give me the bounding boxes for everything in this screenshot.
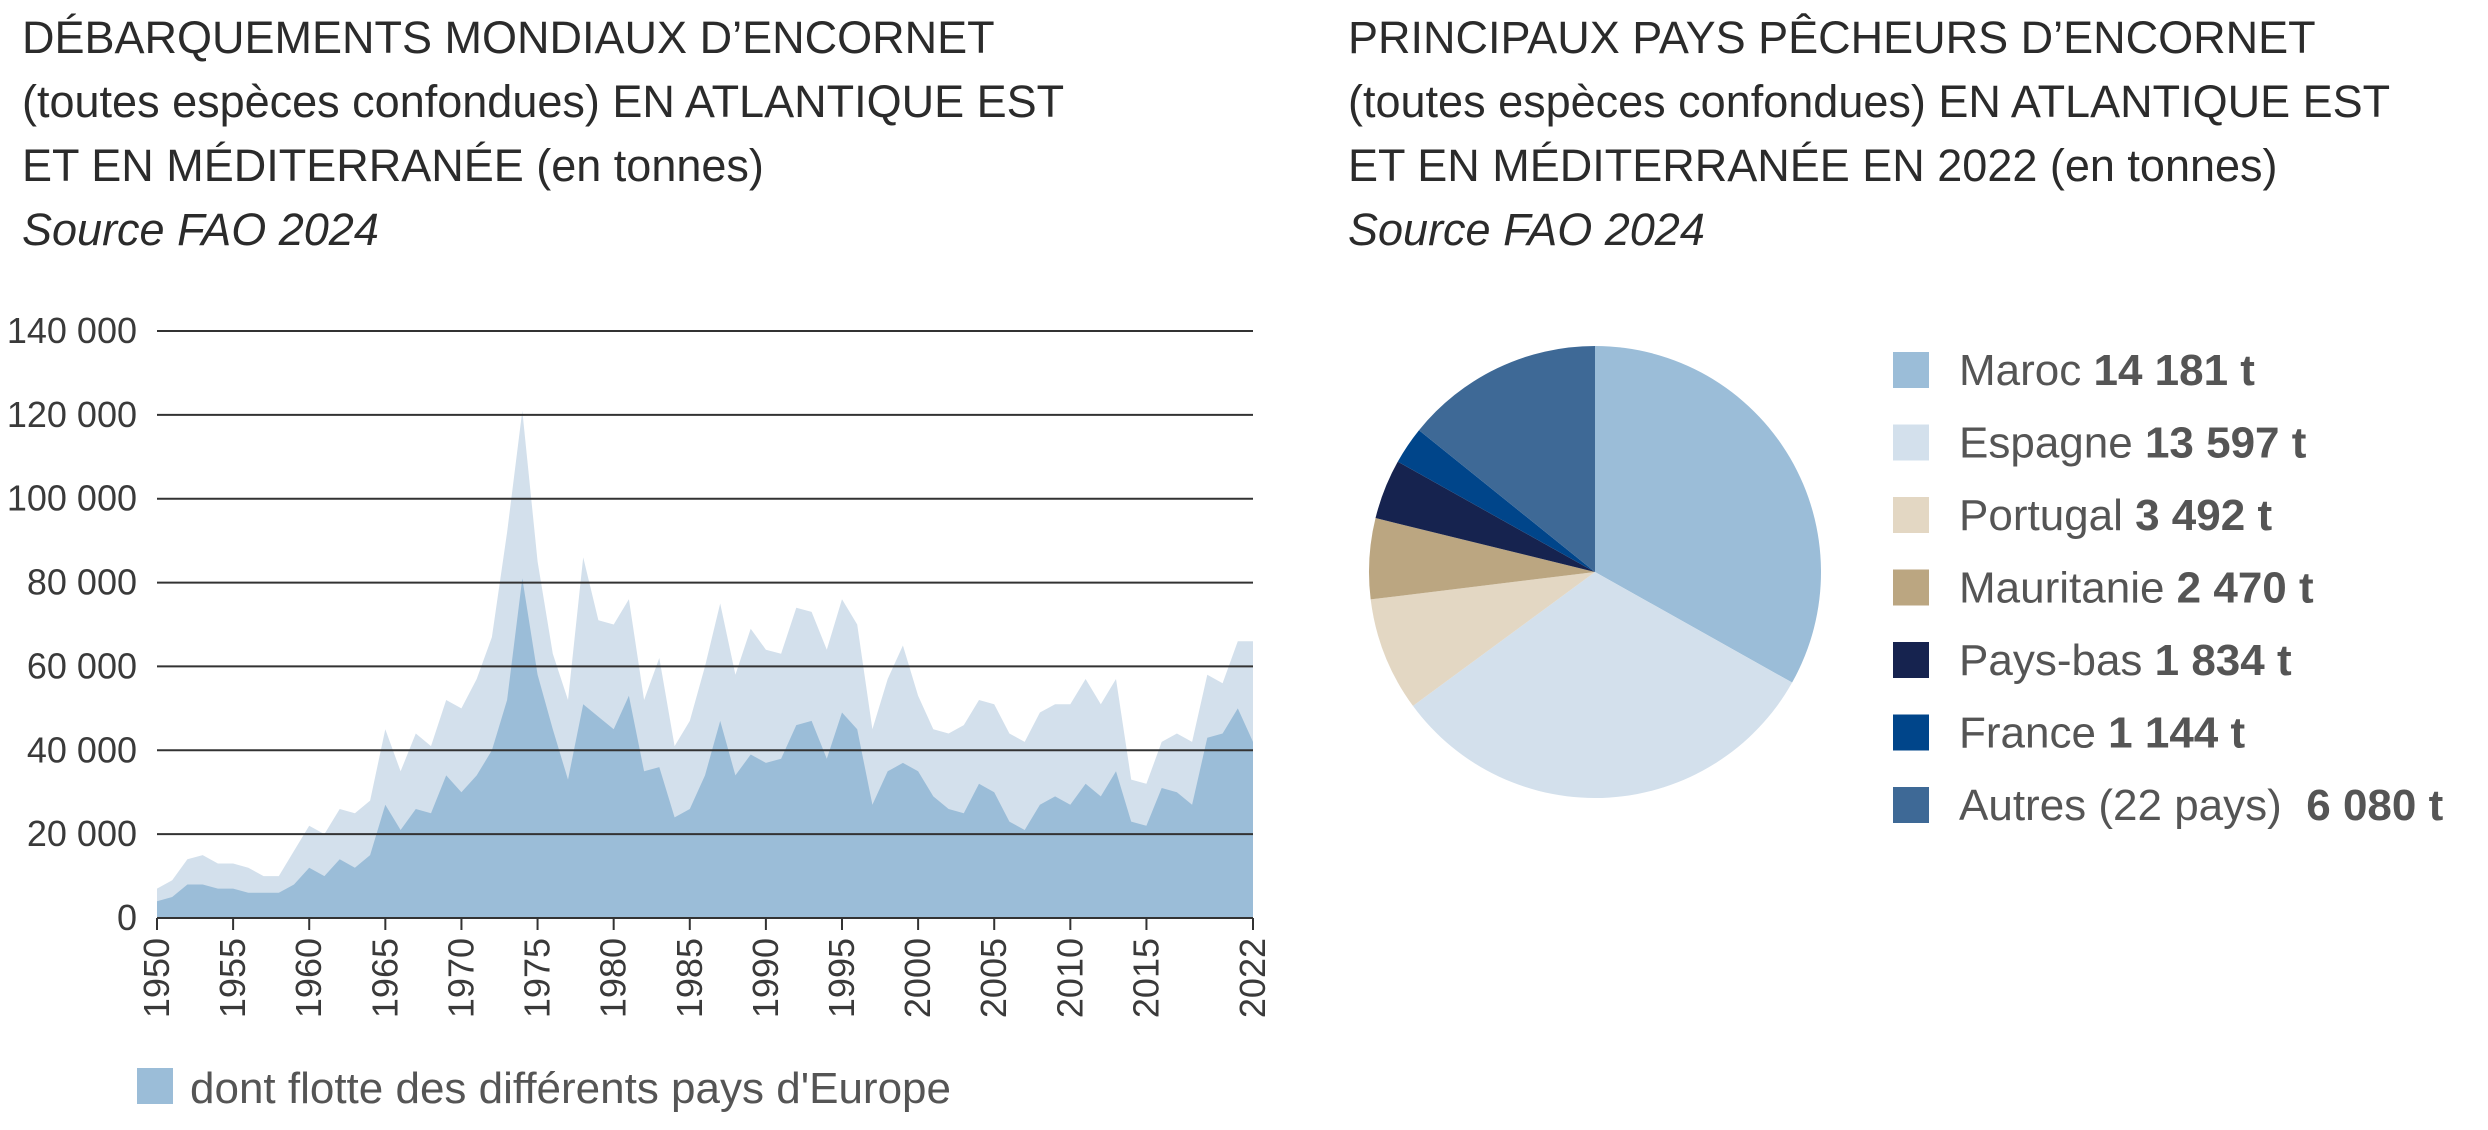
y-tick-label: 40 000: [27, 729, 137, 770]
x-tick-label: 1950: [136, 938, 177, 1018]
pie-legend-swatch-autres-pays: [1893, 787, 1929, 823]
x-tick-label: 1955: [212, 938, 253, 1018]
area-chart-title-line-1: DÉBARQUEMENTS MONDIAUX D’ENCORNET: [22, 12, 995, 63]
y-tick-label: 120 000: [7, 394, 137, 435]
x-tick-label: 2022: [1232, 938, 1273, 1018]
x-tick-label: 2000: [897, 938, 938, 1018]
pie-legend-label-autres-pays: Autres (22 pays) 6 080 t: [1959, 781, 2444, 830]
pie-legend-swatch-pays-bas: [1893, 642, 1929, 678]
area-chart-source: Source FAO 2024: [22, 204, 379, 255]
pie-legend-label-mauritanie: Mauritanie 2 470 t: [1959, 564, 2314, 613]
legend-label-europe: dont flotte des différents pays d'Europe: [190, 1064, 951, 1113]
pie-slice-mauritanie: [1368, 518, 1595, 600]
pie-legend-value: 2 470 t: [2177, 564, 2314, 613]
pie-legend-label-portugal: Portugal 3 492 t: [1959, 491, 2272, 540]
area-chart-title: DÉBARQUEMENTS MONDIAUX D’ENCORNET (toute…: [22, 6, 1064, 262]
pie-slice-espagne: [1412, 572, 1793, 799]
pie-legend-name: Mauritanie: [1959, 564, 2177, 613]
pie-legend-value: 14 181 t: [2093, 346, 2255, 395]
area-series-europe: [157, 578, 1253, 918]
pie-legend-swatch-france: [1893, 714, 1929, 751]
pie-slice-autres-pays: [1419, 346, 1595, 572]
pie-chart: [1368, 346, 1822, 799]
pie-legend-label-maroc: Maroc 14 181 t: [1959, 346, 2255, 395]
area-chart-title-line-3: ET EN MÉDITERRANÉE (en tonnes): [22, 140, 764, 191]
area-chart-title-line-2: (toutes espèces confondues) EN ATLANTIQU…: [22, 76, 1065, 127]
pie-legend-name: Autres (22 pays): [1959, 781, 2306, 830]
pie-legend-value: 1 144 t: [2108, 709, 2245, 758]
area-chart: 0 20 000 40 000 60 000 80 000 100 000 120 000 1…: [7, 310, 1273, 1018]
pie-legend-name: Espagne: [1959, 419, 2145, 468]
x-tick-label: 1980: [593, 938, 634, 1018]
pie-legend-value: 3 492 t: [2135, 491, 2272, 540]
pie-legend-value: 1 834 t: [2155, 636, 2292, 685]
x-tick-label: 1970: [440, 938, 481, 1018]
x-tick-label: 1975: [517, 938, 558, 1018]
x-tick-label: 1965: [364, 938, 405, 1018]
y-tick-label: 100 000: [7, 478, 137, 519]
pie-legend-label-espagne: Espagne 13 597 t: [1959, 419, 2307, 468]
pie-chart-title-line-2: (toutes espèces confondues) EN ATLANTIQU…: [1348, 76, 2391, 127]
pie-chart-title-line-1: PRINCIPAUX PAYS PÊCHEURS D’ENCORNET: [1348, 12, 2316, 63]
pie-legend-value: 13 597 t: [2145, 419, 2307, 468]
legend-swatch-europe: [137, 1068, 173, 1104]
y-tick-label: 140 000: [7, 310, 137, 351]
y-tick-label: 60 000: [27, 645, 137, 686]
pie-legend-label-france: France 1 144 t: [1959, 709, 2246, 758]
pie-legend-value: 6 080 t: [2306, 781, 2443, 830]
x-tick-label: 1985: [669, 938, 710, 1018]
pie-legend-swatch-mauritanie: [1893, 569, 1929, 606]
pie-legend-name: Pays-bas: [1959, 636, 2155, 685]
pie-chart-title-line-3: ET EN MÉDITERRANÉE EN 2022 (en tonnes): [1348, 140, 2278, 191]
pie-slice-maroc: [1595, 346, 1822, 683]
pie-legend-name: Portugal: [1959, 491, 2135, 540]
pie-legend-swatch-espagne: [1893, 424, 1929, 461]
x-tick-label: 1960: [288, 938, 329, 1018]
x-tick-label: 1995: [821, 938, 862, 1018]
pie-chart-source: Source FAO 2024: [1348, 204, 1705, 255]
pie-legend-swatch-maroc: [1893, 352, 1929, 388]
x-tick-label: 2005: [973, 938, 1014, 1018]
pie-chart-title: PRINCIPAUX PAYS PÊCHEURS D’ENCORNET (tou…: [1348, 6, 2390, 262]
pie-legend-swatch-portugal: [1893, 497, 1929, 533]
pie-legend-label-pays-bas: Pays-bas 1 834 t: [1959, 636, 2292, 685]
y-tick-label: 20 000: [27, 813, 137, 854]
y-tick-label: 0: [117, 897, 137, 938]
x-tick-label: 1990: [745, 938, 786, 1018]
pie-slice-france: [1397, 430, 1595, 572]
pie-legend-name: France: [1959, 709, 2108, 758]
x-tick-label: 2010: [1049, 938, 1090, 1018]
pie-legend-name: Maroc: [1959, 346, 2093, 395]
area-chart-legend: dont flotte des différents pays d'Europe: [137, 1064, 951, 1113]
pie-slice-portugal: [1370, 572, 1595, 706]
x-tick-label: 2015: [1125, 938, 1166, 1018]
pie-slice-pays-bas: [1375, 461, 1595, 572]
y-tick-label: 80 000: [27, 562, 137, 603]
